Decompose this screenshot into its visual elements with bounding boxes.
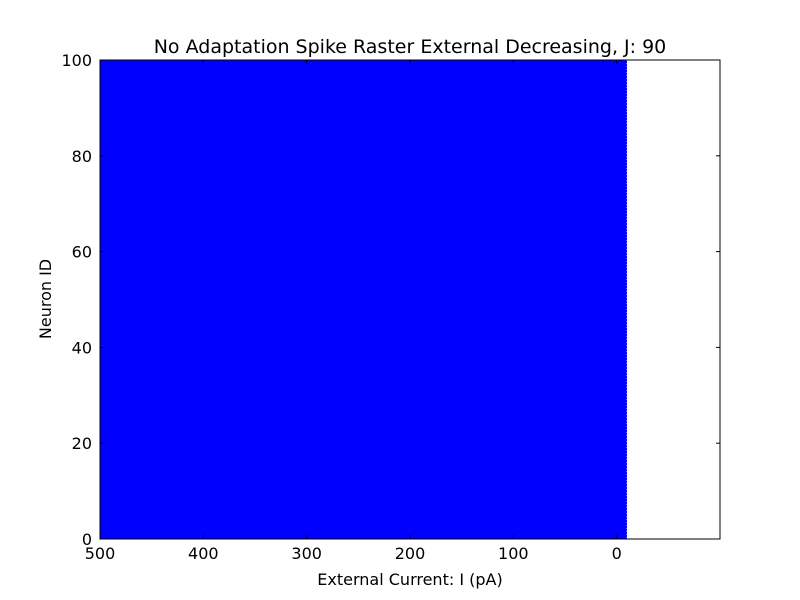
y-tick-label: 60: [72, 243, 92, 262]
y-tick-label: 100: [61, 51, 92, 70]
y-axis-ticks: 0 20 40 60 80 100: [61, 51, 720, 549]
y-tick-label: 80: [72, 147, 92, 166]
chart-title: No Adaptation Spike Raster External Decr…: [154, 36, 667, 58]
x-tick-label: 200: [395, 544, 426, 563]
x-tick-label: 500: [85, 544, 116, 563]
x-axis-title: External Current: I (pA): [317, 570, 502, 589]
x-tick-label: 400: [188, 544, 219, 563]
y-axis-title: Neuron ID: [36, 259, 55, 339]
x-tick-label: 100: [498, 544, 529, 563]
y-tick-label: 20: [72, 434, 92, 453]
y-tick-label: 0: [82, 530, 92, 549]
raster-data-layer: [100, 60, 628, 539]
x-axis-ticks: 500 400 300 200 100 0: [85, 60, 622, 563]
spike-raster-region: [100, 60, 627, 539]
x-tick-label: 0: [612, 544, 622, 563]
y-tick-label: 40: [72, 338, 92, 357]
x-tick-label: 300: [291, 544, 322, 563]
